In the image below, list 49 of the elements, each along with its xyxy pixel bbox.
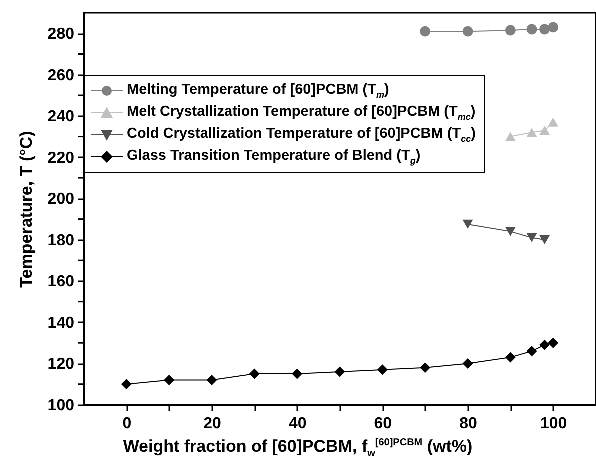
point bbox=[540, 235, 550, 244]
legend-label: Melting Temperature of [60]PCBM (T$_{m}$) bbox=[127, 82, 390, 100]
point bbox=[377, 364, 388, 376]
point bbox=[462, 220, 474, 230]
point bbox=[206, 375, 218, 386]
point bbox=[249, 368, 260, 380]
y-tick-label: 200 bbox=[48, 191, 75, 208]
point bbox=[505, 352, 516, 363]
x-axis-title: Weight fraction of [60]PCBM, f$_{w}$$^{[60]PCBM}$ (wt%) bbox=[122, 437, 474, 460]
point bbox=[420, 26, 431, 37]
point bbox=[540, 24, 550, 35]
y-tick-label: 160 bbox=[48, 274, 75, 291]
x-tick-label: 60 bbox=[374, 416, 392, 432]
point bbox=[505, 25, 516, 36]
y-tick-label: 220 bbox=[48, 150, 75, 167]
point bbox=[505, 132, 516, 142]
point bbox=[548, 118, 559, 127]
point bbox=[462, 358, 474, 369]
point bbox=[548, 338, 559, 348]
point bbox=[540, 340, 550, 350]
y-tick-label: 280 bbox=[48, 26, 75, 44]
point bbox=[540, 126, 550, 136]
point bbox=[548, 22, 559, 33]
y-tick-label: 100 bbox=[48, 398, 75, 414]
point bbox=[505, 227, 516, 236]
point bbox=[292, 368, 303, 380]
x-tick-label: 80 bbox=[460, 416, 478, 432]
y-tick-label: 140 bbox=[48, 314, 75, 332]
legend-label: Melt Crystallization Temperature of [60]PCBM (T$_{mc}$) bbox=[127, 104, 476, 122]
x-tick-label: 0 bbox=[122, 416, 132, 432]
point bbox=[526, 346, 538, 357]
y-tick-label: 240 bbox=[48, 108, 75, 126]
y-axis-title: Temperature, T (°C) bbox=[16, 131, 36, 288]
x-tick-label: 100 bbox=[540, 416, 568, 432]
point bbox=[420, 362, 431, 374]
point bbox=[526, 233, 538, 242]
y-tick-label: 120 bbox=[48, 356, 75, 374]
point bbox=[164, 375, 175, 386]
y-tick-label: 260 bbox=[48, 67, 75, 84]
legend-label: Cold Crystallization Temperature of [60]PCBM (T$_{cc}$) bbox=[127, 126, 476, 144]
y-tick-label: 180 bbox=[48, 232, 75, 250]
point bbox=[462, 26, 474, 37]
point bbox=[334, 366, 346, 378]
point bbox=[526, 24, 538, 35]
legend-label: Glass Transition Temperature of Blend (T$_{g}$) bbox=[127, 148, 421, 166]
x-tick-label: 20 bbox=[204, 416, 222, 432]
x-tick-label: 40 bbox=[288, 416, 307, 432]
point bbox=[121, 379, 132, 390]
point bbox=[526, 128, 538, 138]
